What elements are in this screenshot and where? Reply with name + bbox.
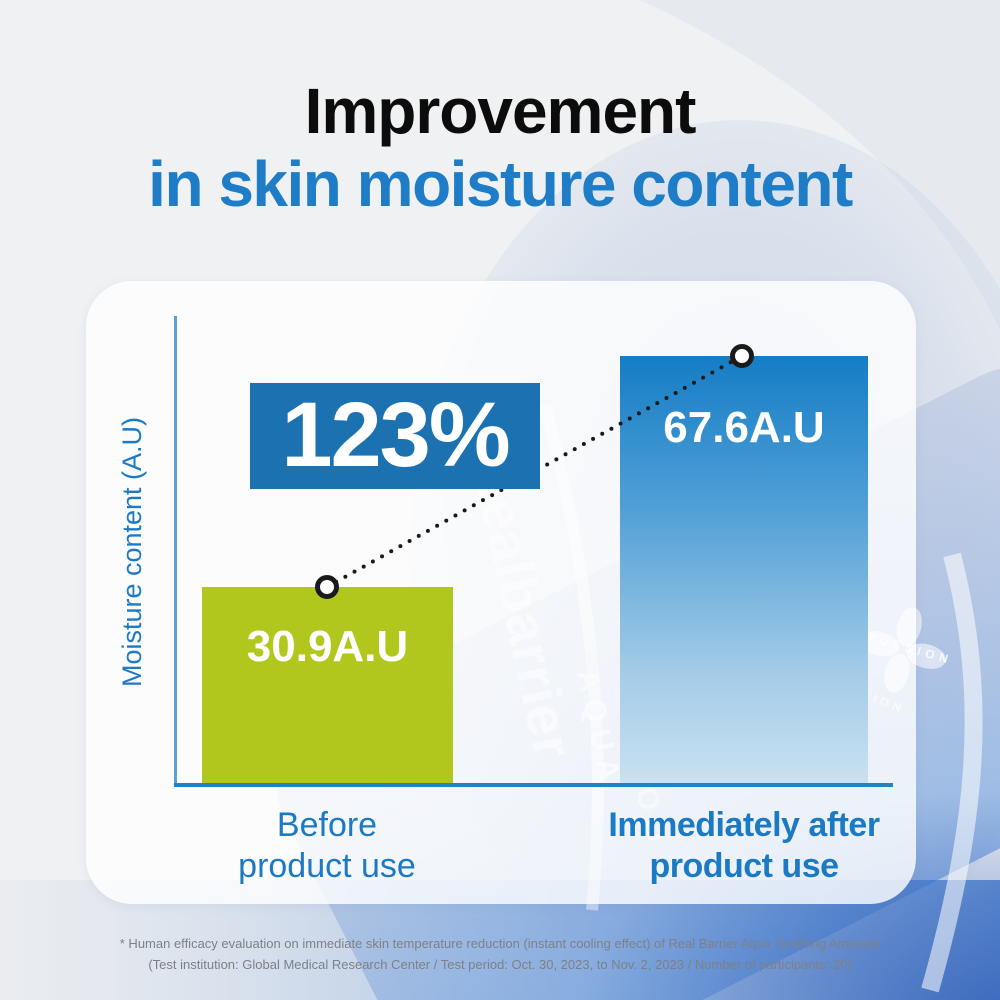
x-axis-line [174,783,893,787]
background-light-sweep [640,0,1000,330]
category-label-after: Immediately after product use [594,805,894,887]
footnote-line1: * Human efficacy evaluation on immediate… [119,936,881,951]
category-label-before: Before product use [177,805,477,887]
bottle-highlight-arc-right [921,552,983,993]
bar-before-value-label: 30.9A.U [246,622,409,671]
title-line1: Improvement [304,75,697,147]
category-after-line1: Immediately after [608,806,880,844]
improvement-badge: 123% [250,383,540,489]
title-line2: in skin moisture content [148,148,853,220]
footnote: * Human efficacy evaluation on immediate… [0,933,1000,975]
category-after-line2: product use [649,847,839,885]
footnote-line2: (Test institution: Global Medical Resear… [148,957,852,972]
bar-before: 30.9A.U [202,587,453,783]
page-title: Improvement in skin moisture content [0,74,1000,220]
y-axis-line [174,316,177,787]
bar-after-value-label: 67.6A.U [663,403,825,452]
category-before-line2: product use [238,847,416,885]
y-axis-label: Moisture content (A.U) [117,416,147,688]
category-before-line1: Before [276,806,378,844]
bar-after: 67.6A.U [620,356,868,783]
